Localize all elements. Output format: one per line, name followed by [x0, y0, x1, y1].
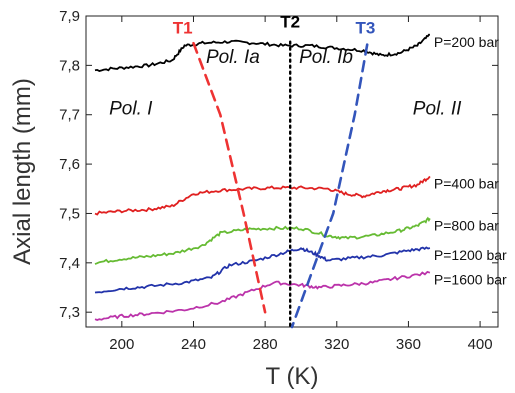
- y-tick-label: 7,9: [59, 8, 80, 25]
- series-line-p-1600-bar: [94, 270, 431, 321]
- phase-label: Pol. Ia: [206, 47, 260, 68]
- x-tick-label: 280: [253, 336, 278, 353]
- series-label: P=400 bar: [434, 175, 499, 191]
- phase-label: Pol. I: [109, 99, 153, 120]
- y-tick-label: 7,5: [59, 205, 80, 222]
- series-line-p-400-bar: [94, 175, 431, 216]
- boundary-label-t3: T3: [356, 18, 376, 37]
- x-tick-label: 320: [324, 336, 349, 353]
- y-tick-label: 7,6: [59, 156, 80, 173]
- chart-labels: P=200 bar P=400 bar P=800 bar P=1200 bar P=1…: [109, 12, 507, 287]
- phase-label: Pol. II: [413, 99, 462, 120]
- series-label: P=1600 bar: [434, 272, 507, 288]
- y-tick-label: 7,8: [59, 57, 80, 74]
- series-line-p-1200-bar: [94, 246, 431, 294]
- x-tick-label: 240: [181, 336, 206, 353]
- series-line-p-200-bar: [94, 33, 430, 72]
- boundary-lines: [192, 40, 369, 329]
- series-label: P=800 bar: [434, 217, 499, 233]
- boundary-line-t3: [290, 43, 369, 329]
- series-lines: [94, 33, 431, 321]
- x-axis-title: T (K): [266, 363, 319, 390]
- boundary-label-t1: T1: [173, 18, 193, 37]
- x-tick-label: 360: [396, 336, 421, 353]
- ticks: 200 240 280 320 360 400 7,3 7,4 7,5 7,6 7,7 7,8 7,9: [59, 8, 498, 353]
- boundary-label-t2: T2: [280, 12, 300, 31]
- series-label: P=1200 bar: [434, 247, 507, 263]
- y-tick-label: 7,7: [59, 107, 80, 124]
- y-tick-label: 7,4: [59, 255, 80, 272]
- boundary-line-t1: [192, 41, 267, 314]
- series-label: P=200 bar: [434, 34, 499, 50]
- y-tick-label: 7,3: [59, 304, 80, 321]
- x-tick-label: 400: [468, 336, 493, 353]
- series-line-p-800-bar: [94, 216, 431, 265]
- x-tick-label: 200: [109, 336, 134, 353]
- y-axis-title: Axial length (mm): [9, 78, 36, 265]
- phase-label: Pol. Ib: [299, 47, 353, 68]
